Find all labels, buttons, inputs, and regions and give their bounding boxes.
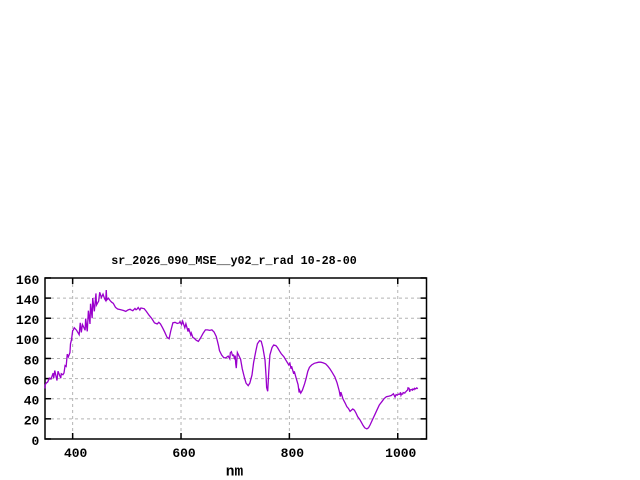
svg-text:0: 0 <box>31 434 39 449</box>
svg-text:120: 120 <box>16 313 40 328</box>
svg-text:100: 100 <box>16 333 40 348</box>
svg-text:400: 400 <box>64 446 88 461</box>
svg-text:80: 80 <box>24 353 40 368</box>
svg-text:1000: 1000 <box>385 446 416 461</box>
svg-text:20: 20 <box>24 414 40 429</box>
svg-text:140: 140 <box>16 293 40 308</box>
svg-text:600: 600 <box>172 446 196 461</box>
svg-text:160: 160 <box>16 273 40 288</box>
svg-text:40: 40 <box>24 394 40 409</box>
svg-text:60: 60 <box>24 373 40 388</box>
svg-text:800: 800 <box>281 446 305 461</box>
svg-text:nm: nm <box>226 465 244 480</box>
svg-text:sr_2026_090_MSE__y02_r_rad 10-: sr_2026_090_MSE__y02_r_rad 10-28-00 <box>111 254 356 268</box>
